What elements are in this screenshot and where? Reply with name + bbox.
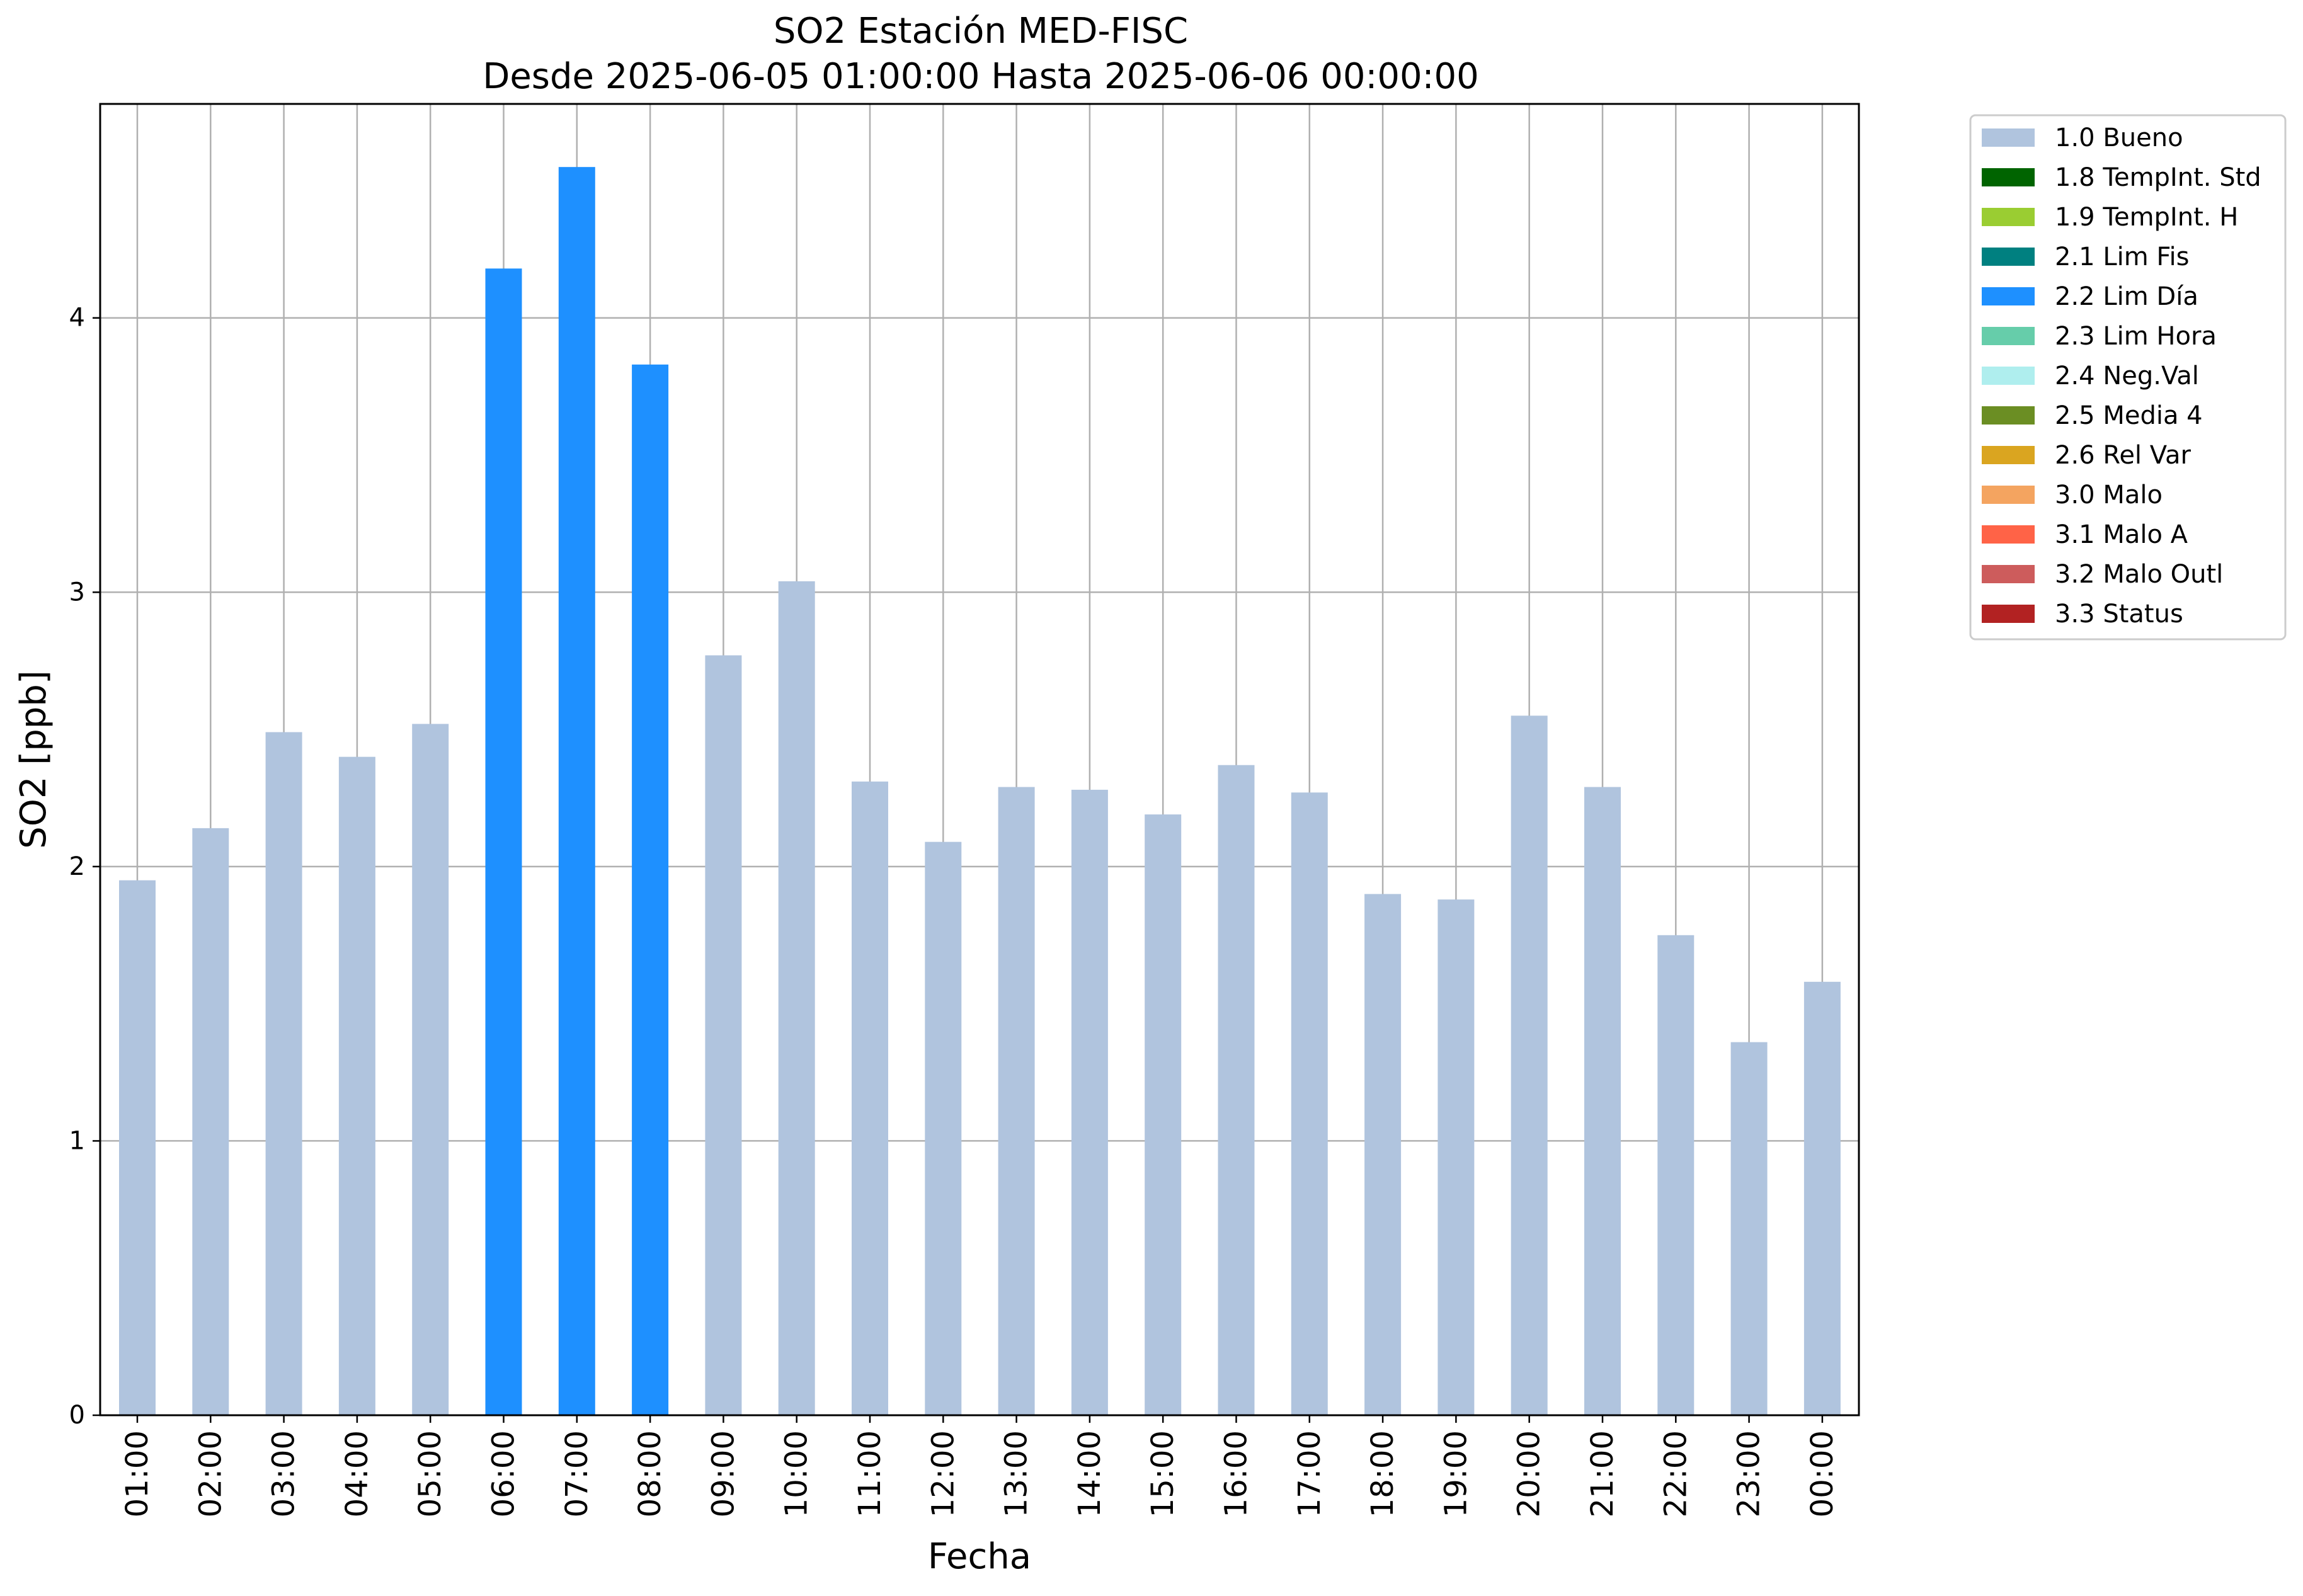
- chart-title: SO2 Estación MED-FISC: [774, 11, 1188, 52]
- plot-frame: [99, 103, 1860, 1416]
- bar: [558, 167, 595, 1415]
- legend-label: 1.0 Bueno: [2055, 123, 2183, 152]
- legend-swatch: [1982, 208, 2035, 226]
- legend-label: 2.3 Lim Hora: [2055, 322, 2217, 351]
- legend-swatch: [1982, 406, 2035, 425]
- x-tick-label: 17:00: [1292, 1430, 1327, 1517]
- y-tick-label: 4: [69, 304, 85, 333]
- bar: [485, 268, 522, 1416]
- legend-swatch: [1982, 168, 2035, 186]
- legend-label: 2.2 Lim Día: [2055, 282, 2198, 311]
- bar: [1730, 1042, 1768, 1415]
- y-tick-label: 1: [69, 1126, 85, 1155]
- y-tick-label: 3: [69, 578, 85, 607]
- legend-label: 1.8 TempInt. Std: [2055, 163, 2261, 192]
- x-tick-label: 01:00: [120, 1430, 155, 1517]
- legend: 1.0 Bueno 1.8 TempInt. Std 1.9 TempInt. H 2…: [1969, 114, 2287, 641]
- bar: [852, 781, 888, 1415]
- x-tick-label: 12:00: [925, 1430, 961, 1517]
- bar: [119, 880, 156, 1415]
- x-tick-label: 15:00: [1145, 1430, 1180, 1517]
- bar: [1291, 792, 1328, 1415]
- bar: [1657, 935, 1694, 1415]
- y-tick-label: 0: [69, 1401, 85, 1430]
- legend-frame: [1969, 114, 2287, 641]
- legend-swatch: [1982, 128, 2035, 147]
- y-tick-label: 2: [69, 852, 85, 881]
- bar: [705, 655, 742, 1415]
- legend-label: 2.5 Media 4: [2055, 401, 2203, 430]
- bar: [338, 756, 375, 1415]
- x-tick-label: 13:00: [999, 1430, 1034, 1517]
- legend-label: 3.1 Malo A: [2055, 520, 2188, 549]
- bar: [998, 787, 1035, 1415]
- x-axis-label: Fecha: [928, 1536, 1031, 1577]
- bar: [1511, 715, 1548, 1415]
- legend-swatch: [1982, 486, 2035, 504]
- bar: [265, 732, 302, 1415]
- bar: [1803, 981, 1841, 1415]
- legend-swatch: [1982, 367, 2035, 385]
- x-axis-ticks: 01:00 02:00 03:00 04:00 05:00 06:00 07:00 08:00…: [120, 1415, 1840, 1517]
- legend-swatch: [1982, 287, 2035, 305]
- x-tick-label: 20:00: [1512, 1430, 1547, 1517]
- legend-label: 1.9 TempInt. H: [2055, 203, 2238, 232]
- bar: [1071, 789, 1108, 1415]
- x-tick-label: 11:00: [852, 1430, 888, 1517]
- x-tick-label: 14:00: [1072, 1430, 1107, 1517]
- legend-swatch: [1982, 446, 2035, 464]
- plot-area: [100, 104, 1859, 1415]
- legend-label: 3.2 Malo Outl: [2055, 560, 2223, 589]
- x-tick-label: 02:00: [193, 1430, 228, 1517]
- bars: [119, 167, 1841, 1416]
- legend-label: 3.0 Malo: [2055, 481, 2163, 510]
- bar: [1145, 814, 1182, 1415]
- x-tick-label: 16:00: [1219, 1430, 1254, 1517]
- x-tick-label: 03:00: [266, 1430, 302, 1517]
- bar: [1584, 787, 1621, 1415]
- bar: [778, 581, 815, 1416]
- bar: [632, 364, 669, 1415]
- bar: [192, 828, 229, 1415]
- x-tick-label: 05:00: [413, 1430, 448, 1517]
- x-tick-label: 08:00: [632, 1430, 668, 1517]
- x-tick-label: 10:00: [779, 1430, 814, 1517]
- x-tick-label: 07:00: [559, 1430, 595, 1517]
- x-tick-label: 21:00: [1585, 1430, 1620, 1517]
- y-axis-ticks: 0 1 2 3 4: [69, 304, 100, 1430]
- x-tick-label: 06:00: [486, 1430, 522, 1517]
- x-tick-label: 19:00: [1438, 1430, 1473, 1517]
- bar: [925, 841, 962, 1415]
- legend-swatch: [1982, 327, 2035, 345]
- x-tick-label: 22:00: [1658, 1430, 1693, 1517]
- x-tick-label: 09:00: [706, 1430, 741, 1517]
- legend-label: 2.4 Neg.Val: [2055, 362, 2199, 390]
- y-axis-label: SO2 [ppb]: [13, 670, 54, 848]
- chart-subtitle: Desde 2025-06-05 01:00:00 Hasta 2025-06-…: [483, 56, 1479, 97]
- x-tick-label: 18:00: [1365, 1430, 1400, 1517]
- bar: [412, 724, 449, 1415]
- x-tick-label: 00:00: [1805, 1430, 1840, 1517]
- bar: [1218, 765, 1255, 1415]
- bar: [1364, 894, 1402, 1415]
- legend-swatch: [1982, 565, 2035, 583]
- legend-label: 2.6 Rel Var: [2055, 441, 2192, 470]
- legend-label: 2.1 Lim Fis: [2055, 242, 2189, 271]
- legend-swatch: [1982, 248, 2035, 266]
- legend-label: 3.3 Status: [2055, 600, 2183, 629]
- legend-swatch: [1982, 605, 2035, 623]
- x-tick-label: 04:00: [340, 1430, 375, 1517]
- bar: [1437, 899, 1475, 1415]
- x-tick-label: 23:00: [1732, 1430, 1767, 1517]
- legend-swatch: [1982, 525, 2035, 544]
